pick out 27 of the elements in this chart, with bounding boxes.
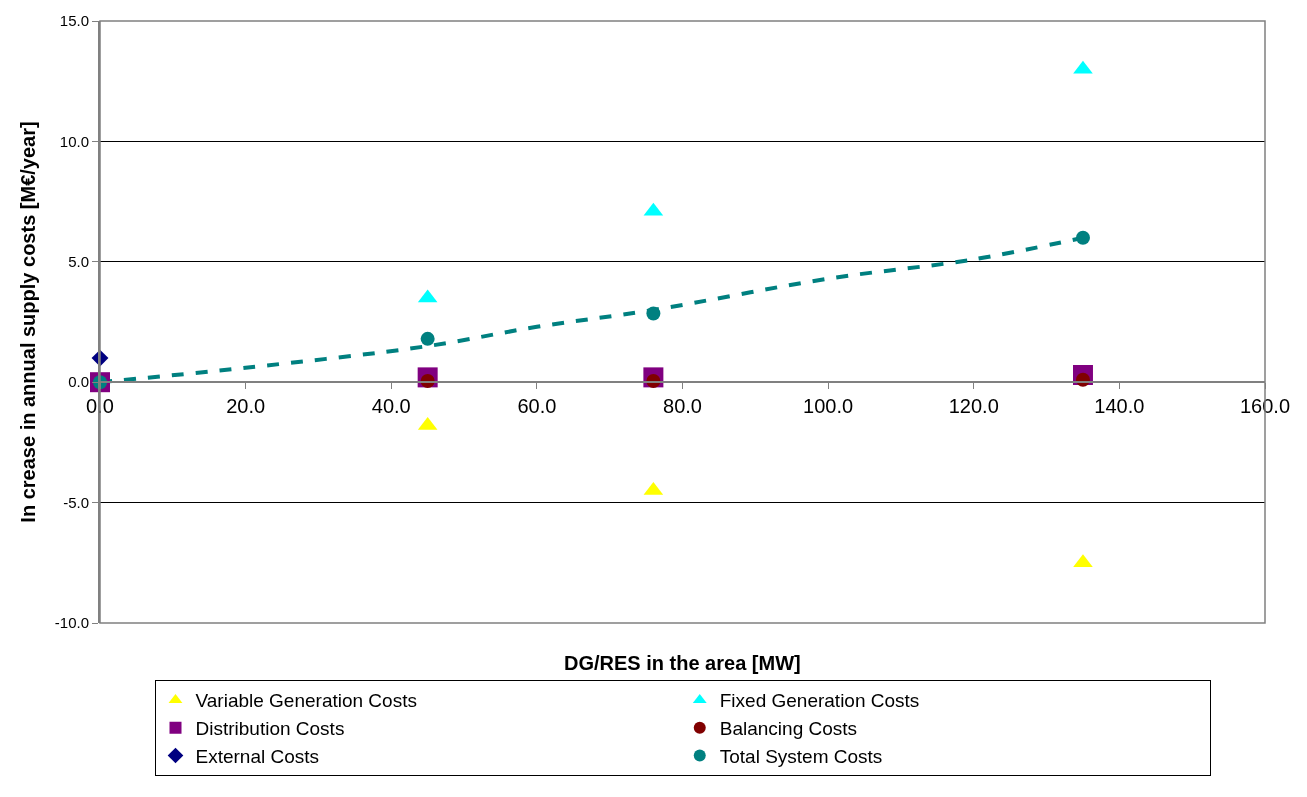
x-tick-label: 20.0 [226,395,266,418]
point [1073,60,1093,74]
y-tick-label: 0.0 [68,373,89,391]
x-tick-label: 60.0 [517,395,557,418]
legend-label: Total System Costs [719,745,883,767]
y-tick-label: 10.0 [59,132,89,150]
point [646,306,661,321]
y-tick-label: -10.0 [54,614,89,632]
point [1075,230,1090,245]
y-tick-label: 5.0 [68,253,89,271]
legend-label: External Costs [195,745,320,767]
legend-label: Fixed Generation Costs [719,690,920,712]
legend-label: Variable Generation Costs [195,690,417,712]
x-axis-title: DG/RES in the area [MW] [564,652,801,674]
x-tick-label: 140.0 [1094,395,1145,418]
x-tick-label: 0.0 [86,395,114,418]
point [420,331,435,346]
x-tick-label: 80.0 [663,395,702,418]
legend-label: Distribution Costs [195,718,345,740]
y-axis-title: In crease in annual supply costs [M€/year] [16,121,39,523]
x-tick-label: 40.0 [371,395,411,418]
legend-label: Balancing Costs [719,718,858,740]
x-tick-label: 100.0 [803,395,854,418]
x-tick-label: 120.0 [948,395,999,418]
y-tick-label: -5.0 [63,493,89,511]
x-tick-label: 160.0 [1239,395,1291,418]
y-tick-label: 15.0 [59,12,89,30]
